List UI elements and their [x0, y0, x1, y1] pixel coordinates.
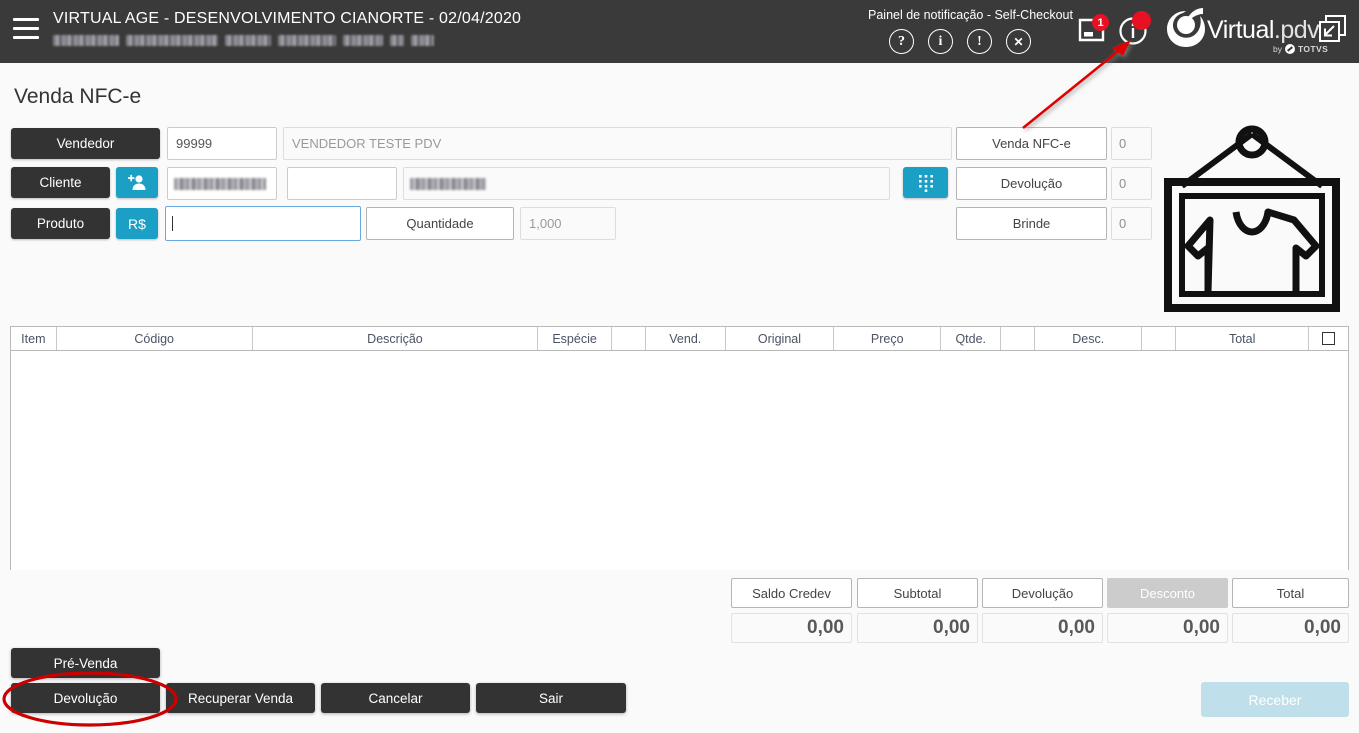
pre-venda-button[interactable]: Pré-Venda	[11, 648, 160, 678]
cliente-name-redacted	[410, 177, 486, 190]
framed-shirt-icon	[1164, 125, 1340, 312]
vendedor-code-field[interactable]: 99999	[167, 127, 277, 160]
column-preco[interactable]: Preço	[834, 327, 942, 350]
column-especie[interactable]: Espécie	[538, 327, 612, 350]
select-all-checkbox[interactable]	[1322, 332, 1336, 345]
cliente-secondary-field[interactable]	[287, 167, 397, 200]
alert-icon[interactable]: !	[967, 29, 992, 54]
brand-vendor: by TOTVS	[1273, 44, 1328, 54]
app-title: VIRTUAL AGE - DESENVOLVIMENTO CIANORTE -…	[53, 10, 522, 27]
add-person-button[interactable]	[116, 167, 158, 198]
subtotal-button[interactable]: Subtotal	[857, 578, 978, 608]
column-vend[interactable]: Vend.	[646, 327, 726, 350]
total-value: 0,00	[1232, 613, 1349, 643]
totvs-mark-icon	[1284, 44, 1295, 54]
package-badge-count: 1	[1092, 14, 1109, 31]
page-title: Venda NFC-e	[14, 85, 142, 108]
desconto-value: 0,00	[1107, 613, 1228, 643]
package-notification-icon[interactable]: 1	[1077, 14, 1111, 48]
quantidade-button[interactable]: Quantidade	[366, 207, 514, 240]
title-block: VIRTUAL AGE - DESENVOLVIMENTO CIANORTE -…	[53, 10, 521, 46]
vendedor-name-field: VENDEDOR TESTE PDV	[283, 127, 952, 160]
operation-devolucao-button[interactable]: Devolução	[956, 167, 1107, 200]
operation-brinde-button[interactable]: Brinde	[956, 207, 1107, 240]
recuperar-venda-button[interactable]: Recuperar Venda	[166, 683, 315, 713]
produto-code-input[interactable]	[165, 206, 361, 241]
column-original[interactable]: Original	[726, 327, 835, 350]
header-status-icon-row: ? i ! ✕	[889, 29, 1031, 54]
column-desc[interactable]: Desc.	[1035, 327, 1143, 350]
notification-panel-label: Painel de notificação - Self-Checkout	[868, 8, 1073, 22]
operation-devolucao-count: 0	[1111, 167, 1152, 200]
info-badge-dot	[1132, 11, 1151, 30]
operation-venda-nfce-count: 0	[1111, 127, 1152, 160]
column-descricao[interactable]: Descrição	[253, 327, 539, 350]
devolucao-total-button[interactable]: Devolução	[982, 578, 1103, 608]
sair-button[interactable]: Sair	[476, 683, 626, 713]
brand-name-main: Virtual	[1207, 16, 1274, 44]
brand-name: Virtual.pdv	[1207, 16, 1320, 45]
currency-button[interactable]: R$	[116, 208, 158, 239]
column-select-all[interactable]	[1309, 327, 1348, 350]
operation-venda-nfce-button[interactable]: Venda NFC-e	[956, 127, 1107, 160]
desconto-button: Desconto	[1107, 578, 1228, 608]
brand-logo: Virtual.pdv by TOTVS	[1163, 5, 1328, 58]
info-notification-icon[interactable]	[1118, 11, 1152, 48]
top-header-bar: VIRTUAL AGE - DESENVOLVIMENTO CIANORTE -…	[0, 0, 1359, 63]
close-icon[interactable]: ✕	[1006, 29, 1031, 54]
quantidade-value-field[interactable]: 1,000	[520, 207, 616, 240]
produto-button[interactable]: Produto	[11, 208, 110, 239]
devolucao-total-value: 0,00	[982, 613, 1103, 643]
brand-name-suffix: .pdv	[1273, 16, 1320, 44]
column-spacer-1	[612, 327, 646, 350]
items-grid-body	[11, 351, 1348, 570]
column-total[interactable]: Total	[1176, 327, 1310, 350]
cliente-name-field	[403, 167, 890, 200]
header-subtitle-redacted	[53, 35, 521, 46]
items-grid-header: Item Código Descrição Espécie Vend. Orig…	[11, 327, 1348, 351]
cancelar-button[interactable]: Cancelar	[321, 683, 470, 713]
saldo-credev-button[interactable]: Saldo Credev	[731, 578, 852, 608]
expand-icon-glyph	[1319, 15, 1346, 42]
cliente-document-redacted	[174, 177, 266, 190]
brand-by-label: by	[1273, 44, 1282, 54]
hamburger-menu-icon[interactable]	[13, 18, 39, 40]
info-icon[interactable]: i	[928, 29, 953, 54]
column-item[interactable]: Item	[11, 327, 57, 350]
virtual-leaf-icon	[1167, 8, 1205, 47]
help-icon[interactable]: ?	[889, 29, 914, 54]
receber-button: Receber	[1201, 682, 1349, 717]
devolucao-button[interactable]: Devolução	[11, 683, 160, 713]
column-spacer-2	[1001, 327, 1036, 350]
column-spacer-3	[1142, 327, 1177, 350]
column-codigo[interactable]: Código	[57, 327, 253, 350]
text-caret	[172, 216, 173, 231]
subtotal-value: 0,00	[857, 613, 978, 643]
expand-window-icon[interactable]	[1318, 14, 1348, 49]
saldo-credev-value: 0,00	[731, 613, 852, 643]
operation-brinde-count: 0	[1111, 207, 1152, 240]
cliente-document-field[interactable]	[167, 167, 277, 200]
total-button[interactable]: Total	[1232, 578, 1349, 608]
cliente-button[interactable]: Cliente	[11, 167, 110, 198]
column-qtde[interactable]: Qtde.	[941, 327, 1002, 350]
vendedor-button[interactable]: Vendedor	[11, 128, 160, 159]
keypad-icon	[918, 174, 933, 192]
items-grid: Item Código Descrição Espécie Vend. Orig…	[10, 326, 1349, 570]
brand-vendor-name: TOTVS	[1297, 44, 1329, 54]
add-person-icon	[127, 174, 145, 190]
framed-shirt-watermark	[1156, 120, 1348, 317]
keypad-button[interactable]	[903, 167, 948, 198]
